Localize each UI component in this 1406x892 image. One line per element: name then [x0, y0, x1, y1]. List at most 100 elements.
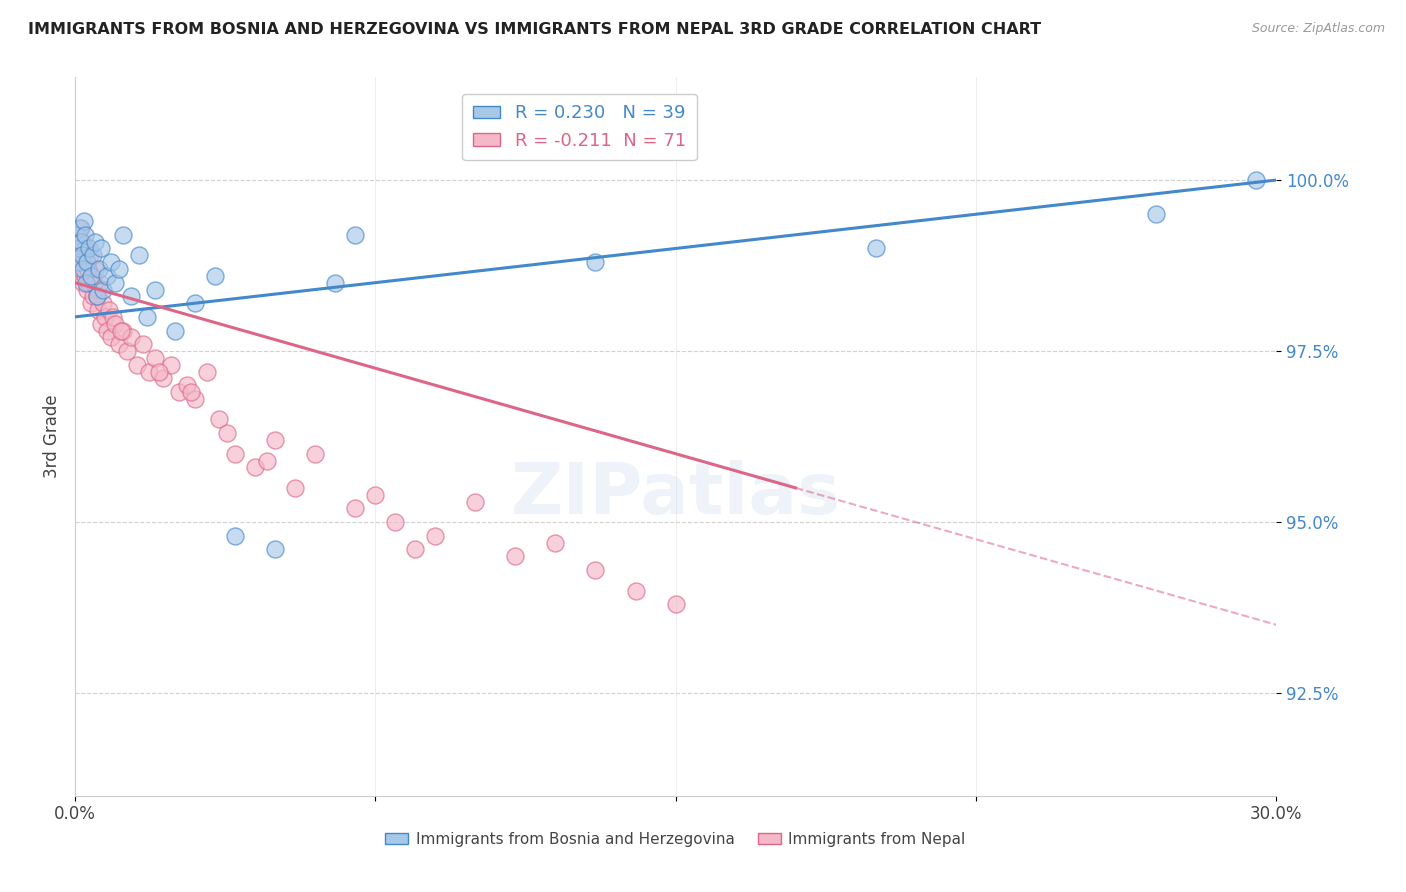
Point [243, 460, 266, 475]
Point [100, 330, 122, 344]
Point [184, 392, 207, 406]
Point [82, 268, 104, 283]
Point [112, 227, 135, 242]
Point [167, 385, 190, 400]
Point [69, 221, 91, 235]
Point [865, 242, 887, 256]
Point [73, 242, 96, 256]
Point [96, 268, 118, 283]
Point [112, 324, 135, 338]
Point [323, 276, 346, 290]
Point [132, 337, 155, 351]
Point [84, 262, 107, 277]
Point [77, 262, 100, 277]
Point [73, 227, 96, 242]
Point [128, 248, 150, 262]
Point [70, 248, 93, 262]
Point [1244, 173, 1267, 187]
Point [152, 371, 174, 385]
Point [87, 262, 110, 277]
Point [76, 262, 98, 277]
Point [624, 583, 647, 598]
Point [70, 235, 93, 249]
Point [82, 289, 104, 303]
Point [585, 255, 607, 269]
Point [75, 268, 97, 283]
Point [70, 255, 93, 269]
Point [87, 303, 110, 318]
Point [67, 242, 90, 256]
Point [89, 276, 111, 290]
Y-axis label: 3rd Grade: 3rd Grade [44, 395, 60, 478]
Point [96, 324, 118, 338]
Point [100, 255, 122, 269]
Point [404, 542, 426, 557]
Point [256, 453, 278, 467]
Point [73, 214, 96, 228]
Point [110, 324, 132, 338]
Point [165, 324, 187, 338]
Point [160, 358, 183, 372]
Point [425, 529, 447, 543]
Point [80, 296, 103, 310]
Point [148, 365, 170, 379]
Point [80, 268, 103, 283]
Point [176, 378, 198, 392]
Point [76, 255, 98, 269]
Point [138, 365, 160, 379]
Point [86, 289, 108, 303]
Point [73, 248, 96, 262]
Point [264, 542, 287, 557]
Point [90, 317, 112, 331]
Legend: Immigrants from Bosnia and Herzegovina, Immigrants from Nepal: Immigrants from Bosnia and Herzegovina, … [380, 825, 972, 853]
Point [104, 317, 127, 331]
Point [204, 268, 226, 283]
Point [115, 344, 138, 359]
Point [224, 447, 246, 461]
Point [67, 227, 90, 242]
Point [70, 235, 93, 249]
Point [180, 385, 202, 400]
Point [143, 283, 166, 297]
Point [104, 276, 127, 290]
Point [69, 221, 91, 235]
Point [83, 276, 105, 290]
Point [364, 488, 387, 502]
Point [91, 283, 114, 297]
Point [82, 248, 104, 262]
Point [664, 597, 686, 611]
Point [108, 262, 131, 277]
Point [84, 235, 107, 249]
Point [284, 481, 307, 495]
Point [224, 529, 246, 543]
Text: Source: ZipAtlas.com: Source: ZipAtlas.com [1251, 22, 1385, 36]
Point [208, 412, 231, 426]
Point [75, 255, 97, 269]
Point [125, 358, 148, 372]
Point [143, 351, 166, 365]
Point [69, 262, 91, 277]
Point [384, 515, 406, 529]
Point [77, 276, 100, 290]
Point [120, 330, 142, 344]
Point [66, 248, 89, 262]
Point [544, 535, 567, 549]
Point [91, 296, 114, 310]
Point [94, 310, 117, 324]
Point [72, 262, 94, 277]
Text: ZIPatlas: ZIPatlas [510, 459, 841, 529]
Point [184, 296, 207, 310]
Point [264, 433, 287, 447]
Point [108, 337, 131, 351]
Text: IMMIGRANTS FROM BOSNIA AND HERZEGOVINA VS IMMIGRANTS FROM NEPAL 3RD GRADE CORREL: IMMIGRANTS FROM BOSNIA AND HERZEGOVINA V… [28, 22, 1042, 37]
Point [66, 227, 89, 242]
Point [136, 310, 159, 324]
Point [76, 283, 98, 297]
Point [75, 276, 97, 290]
Point [217, 426, 239, 441]
Point [505, 549, 527, 564]
Point [304, 447, 326, 461]
Point [65, 235, 87, 249]
Point [1144, 207, 1167, 221]
Point [120, 289, 142, 303]
